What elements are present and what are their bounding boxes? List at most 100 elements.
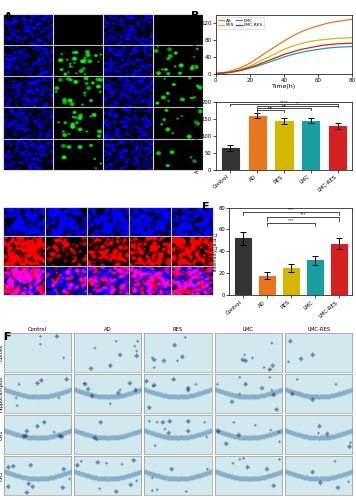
LMC-RES bbox=[350, 40, 355, 46]
RES bbox=[350, 34, 355, 40]
Aβ bbox=[248, 60, 252, 66]
Aβ bbox=[282, 38, 286, 44]
Line: RES: RES bbox=[215, 38, 352, 74]
Aβ bbox=[342, 18, 346, 24]
Text: ***: *** bbox=[299, 213, 306, 217]
Text: ***: *** bbox=[288, 208, 294, 212]
Text: ns: ns bbox=[282, 104, 287, 108]
Title: LMC-RES: LMC-RES bbox=[181, 202, 204, 206]
LMC bbox=[239, 68, 243, 73]
Text: Hippocampus/DAPI/Aβ: Hippocampus/DAPI/Aβ bbox=[118, 10, 188, 14]
RES bbox=[316, 37, 320, 43]
LMC-RES bbox=[222, 70, 226, 76]
LMC-RES bbox=[230, 69, 235, 75]
Aβ bbox=[213, 70, 218, 76]
Y-axis label: RES: RES bbox=[0, 88, 3, 98]
LMC-RES bbox=[248, 64, 252, 70]
RES bbox=[299, 40, 303, 46]
Y-axis label: LMC: LMC bbox=[0, 118, 3, 129]
Aβ bbox=[230, 68, 235, 73]
RES bbox=[282, 46, 286, 52]
Text: ****: **** bbox=[279, 100, 288, 104]
LMC-RES bbox=[282, 52, 286, 58]
Title: AD: AD bbox=[62, 202, 70, 206]
Bar bbox=[222, 148, 239, 170]
Y-axis label: Cortex: Cortex bbox=[0, 344, 3, 361]
LMC bbox=[256, 63, 261, 69]
RES bbox=[325, 36, 329, 43]
Aβ bbox=[308, 26, 312, 32]
RES bbox=[265, 55, 269, 61]
LMC bbox=[325, 45, 329, 51]
LMC bbox=[299, 50, 303, 56]
Aβ bbox=[299, 29, 303, 35]
Line: Aβ: Aβ bbox=[215, 19, 352, 74]
Text: A: A bbox=[4, 12, 12, 22]
LMC bbox=[265, 60, 269, 66]
RES bbox=[342, 35, 346, 41]
LMC bbox=[273, 57, 278, 63]
Title: RES: RES bbox=[173, 327, 183, 332]
Legend: Aβ, RES, LMC, LMC-RES: Aβ, RES, LMC, LMC-RES bbox=[218, 17, 264, 29]
Bar bbox=[235, 238, 251, 296]
Aβ bbox=[273, 44, 278, 50]
Text: ns: ns bbox=[268, 106, 273, 110]
LMC bbox=[213, 70, 218, 76]
Y-axis label: DAPI: DAPI bbox=[0, 216, 3, 228]
Text: *: * bbox=[296, 101, 298, 105]
Bar bbox=[329, 126, 346, 170]
Y-axis label: NeuN: NeuN bbox=[0, 244, 3, 258]
LMC bbox=[282, 54, 286, 60]
Bar bbox=[275, 121, 293, 170]
Text: ***: *** bbox=[288, 218, 294, 222]
LMC bbox=[230, 69, 235, 75]
LMC-RES bbox=[256, 62, 261, 68]
LMC bbox=[222, 70, 226, 76]
Y-axis label: CA1: CA1 bbox=[0, 430, 3, 440]
Y-axis label: Fluorescence Intensity: Fluorescence Intensity bbox=[193, 14, 198, 74]
Text: C: C bbox=[191, 98, 199, 108]
RES bbox=[222, 70, 226, 76]
Y-axis label: Hippocampus: Hippocampus bbox=[0, 376, 3, 412]
LMC-RES bbox=[290, 49, 295, 55]
Aβ bbox=[333, 18, 337, 24]
Aβ bbox=[316, 23, 320, 29]
LMC bbox=[350, 44, 355, 50]
Text: B: B bbox=[191, 12, 199, 22]
Text: E: E bbox=[202, 202, 210, 212]
Aβ bbox=[290, 33, 295, 39]
Bar bbox=[307, 260, 323, 296]
Y-axis label: Control: Control bbox=[0, 20, 3, 40]
LMC bbox=[290, 52, 295, 58]
Aβ bbox=[256, 55, 261, 61]
Y-axis label: CA3: CA3 bbox=[0, 470, 3, 481]
LMC-RES bbox=[239, 67, 243, 73]
RES bbox=[230, 68, 235, 74]
LMC bbox=[308, 48, 312, 54]
LMC-RES bbox=[342, 40, 346, 46]
RES bbox=[290, 43, 295, 49]
LMC-RES bbox=[316, 43, 320, 49]
Title: LMC-RES: LMC-RES bbox=[307, 327, 330, 332]
Aβ bbox=[222, 70, 226, 75]
Bar bbox=[331, 244, 347, 296]
Bar bbox=[302, 121, 319, 170]
Bar bbox=[259, 276, 275, 295]
Title: Control: Control bbox=[15, 202, 33, 206]
Line: LMC: LMC bbox=[215, 46, 352, 74]
LMC-RES bbox=[308, 44, 312, 51]
Aβ bbox=[239, 64, 243, 70]
Bar bbox=[248, 116, 266, 170]
Y-axis label: AD: AD bbox=[0, 58, 3, 65]
RES bbox=[308, 38, 312, 44]
Aβ bbox=[325, 20, 329, 26]
X-axis label: Time(h): Time(h) bbox=[272, 84, 296, 89]
LMC-RES bbox=[325, 42, 329, 48]
LMC-RES bbox=[213, 70, 218, 76]
LMC bbox=[316, 46, 320, 52]
Text: D: D bbox=[4, 218, 13, 228]
RES bbox=[239, 66, 243, 72]
Aβ bbox=[350, 16, 355, 22]
Bar bbox=[283, 268, 299, 295]
Text: F: F bbox=[4, 332, 11, 342]
